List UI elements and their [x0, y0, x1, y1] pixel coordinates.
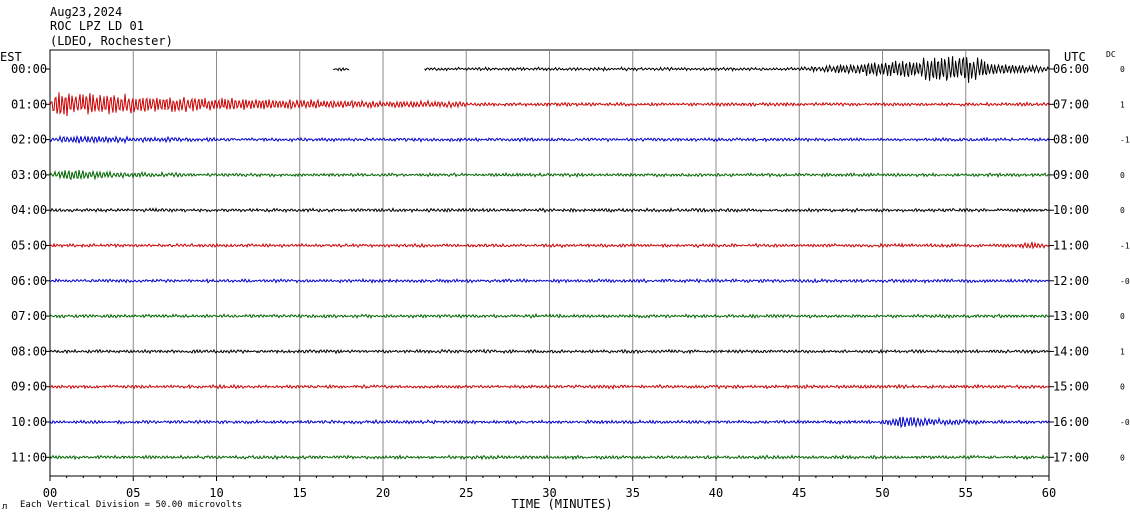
row-label-est: 06:00 — [11, 274, 47, 288]
row-dc-value: -1 — [1120, 242, 1130, 251]
row-label-utc: 07:00 — [1053, 97, 1089, 111]
trace-row-0500 — [49, 241, 1050, 250]
row-dc-value: 0 — [1120, 453, 1125, 462]
row-dc-value: -0 — [1120, 277, 1130, 286]
row-label-utc: 14:00 — [1053, 344, 1089, 358]
trace-row-1100 — [49, 454, 1050, 461]
row-label-est: 07:00 — [11, 309, 47, 323]
row-label-utc: 10:00 — [1053, 203, 1089, 217]
row-dc-value: 0 — [1120, 171, 1125, 180]
x-tick-label-25: 25 — [459, 486, 473, 500]
row-dc-value: -1 — [1120, 136, 1130, 145]
right-zone-label: UTC — [1064, 50, 1086, 64]
row-label-est: 02:00 — [11, 133, 47, 147]
row-label-utc: 15:00 — [1053, 380, 1089, 394]
trace-row-1000 — [49, 416, 1050, 429]
row-dc-value: 0 — [1120, 65, 1125, 74]
row-label-est: 04:00 — [11, 203, 47, 217]
trace-row-0600 — [49, 277, 1050, 285]
header-station: ROC LPZ LD 01 — [50, 19, 144, 33]
row-label-est: 09:00 — [11, 380, 47, 394]
row-label-utc: 17:00 — [1053, 450, 1089, 464]
trace-row-0300 — [49, 169, 1050, 181]
x-tick-label-55: 55 — [959, 486, 973, 500]
row-label-est: 11:00 — [11, 450, 47, 464]
row-dc-value: -0 — [1120, 418, 1130, 427]
trace-row-0100 — [49, 92, 1050, 117]
row-dc-value: 0 — [1120, 383, 1125, 392]
trace-row-0000 — [424, 56, 1049, 83]
x-tick-label-50: 50 — [875, 486, 889, 500]
scale-note: Each Vertical Division = 50.00 microvolt… — [20, 500, 243, 510]
row-label-utc: 08:00 — [1053, 133, 1089, 147]
row-label-est: 03:00 — [11, 168, 47, 182]
x-axis-label: TIME (MINUTES) — [511, 497, 612, 511]
x-tick-label-15: 15 — [293, 486, 307, 500]
row-label-est: 05:00 — [11, 239, 47, 253]
row-label-utc: 12:00 — [1053, 274, 1089, 288]
x-tick-label-20: 20 — [376, 486, 390, 500]
row-dc-value: 0 — [1120, 206, 1125, 215]
row-label-est: 00:00 — [11, 62, 47, 76]
row-dc-value: 1 — [1120, 100, 1125, 109]
row-label-utc: 09:00 — [1053, 168, 1089, 182]
row-label-utc: 06:00 — [1053, 62, 1089, 76]
header-network: (LDEO, Rochester) — [50, 34, 173, 48]
x-tick-label-60: 60 — [1042, 486, 1056, 500]
row-label-utc: 13:00 — [1053, 309, 1089, 323]
header-date: Aug23,2024 — [50, 5, 123, 19]
trace-row-0700 — [49, 312, 1050, 320]
trace-row-0200 — [49, 134, 1050, 145]
trace-row-0800 — [49, 348, 1050, 355]
dc-header-label: DC — [1106, 50, 1116, 59]
x-tick-label-30: 30 — [542, 486, 556, 500]
trace-row-0000 — [332, 67, 350, 72]
row-label-est: 08:00 — [11, 344, 47, 358]
x-tick-label-45: 45 — [792, 486, 806, 500]
trace-row-0900 — [49, 383, 1050, 390]
x-tick-label-00: 00 — [43, 486, 57, 500]
row-dc-value: 1 — [1120, 347, 1125, 356]
row-label-utc: 16:00 — [1053, 415, 1089, 429]
corner-mark: л — [2, 502, 8, 512]
row-dc-value: 0 — [1120, 312, 1125, 321]
row-label-est: 10:00 — [11, 415, 47, 429]
x-tick-label-35: 35 — [626, 486, 640, 500]
x-tick-label-10: 10 — [209, 486, 223, 500]
trace-row-0400 — [49, 207, 1050, 214]
x-tick-label-40: 40 — [709, 486, 723, 500]
left-zone-label: EST — [0, 50, 22, 64]
row-label-utc: 11:00 — [1053, 239, 1089, 253]
row-label-est: 01:00 — [11, 97, 47, 111]
x-tick-label-05: 05 — [126, 486, 140, 500]
